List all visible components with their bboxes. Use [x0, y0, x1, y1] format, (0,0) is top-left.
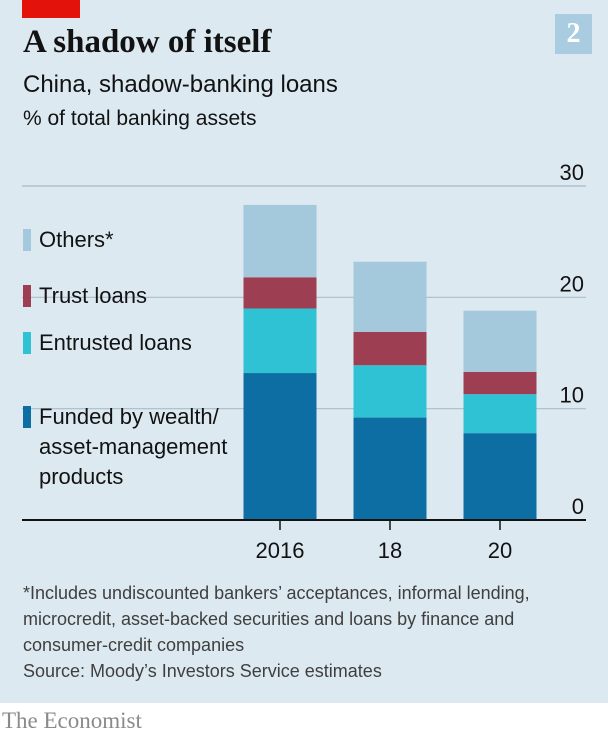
legend-label-wealth-products: Funded by wealth/ asset-management produ… [39, 404, 228, 489]
x-tick-label: 18 [378, 538, 402, 563]
bar-segment [243, 308, 317, 374]
source-note: Source: Moody’s Investors Service estima… [23, 661, 382, 681]
bar-segment [463, 394, 537, 434]
legend-label-others: Others* [39, 227, 114, 252]
legend-swatch-others [23, 229, 31, 251]
y-tick-label: 20 [560, 271, 584, 296]
chart-subtitle: China, shadow-banking loans [23, 71, 338, 98]
chart-panel: 2 A shadow of itself China, shadow-banki… [0, 0, 608, 703]
bar-segment [353, 331, 427, 366]
bar-segment [463, 310, 537, 372]
x-tick-label: 2016 [256, 538, 305, 563]
chart-unit-label: % of total banking assets [23, 107, 257, 130]
legend-swatch-wealth-products [23, 406, 31, 428]
legend-label-trust-loans: Trust loans [39, 283, 148, 308]
bar-segment [463, 433, 537, 520]
y-tick-label: 0 [572, 494, 584, 519]
bar-segment [353, 261, 427, 332]
bar-segment [353, 365, 427, 418]
bar-segment [243, 277, 317, 309]
y-tick-label: 10 [560, 383, 584, 408]
legend-label-entrusted-loans: Entrusted loans [39, 330, 192, 355]
bar-segment [243, 373, 317, 520]
x-tick-label: 20 [488, 538, 512, 563]
chart-number-badge: 2 [555, 14, 592, 54]
bar-segment [353, 417, 427, 520]
bar-chart: 0 10 20 30 2016 18 20 [22, 160, 586, 563]
red-tab-accent [22, 0, 80, 18]
bar-segment [243, 204, 317, 278]
y-tick-label: 30 [560, 160, 584, 185]
footnote: *Includes undiscounted bankers’ acceptan… [23, 583, 530, 655]
legend-item-others: Others* [23, 227, 114, 255]
legend-item-entrusted-loans: Entrusted loans [23, 330, 192, 358]
legend-item-wealth-products: Funded by wealth/ asset-management produ… [23, 404, 244, 492]
chart-title: A shadow of itself [23, 24, 272, 60]
legend-swatch-entrusted-loans [23, 332, 31, 354]
publisher-logo: The Economist [2, 708, 142, 733]
legend-item-trust-loans: Trust loans [23, 283, 147, 311]
bar-segment [463, 371, 537, 395]
legend-swatch-trust-loans [23, 285, 31, 307]
